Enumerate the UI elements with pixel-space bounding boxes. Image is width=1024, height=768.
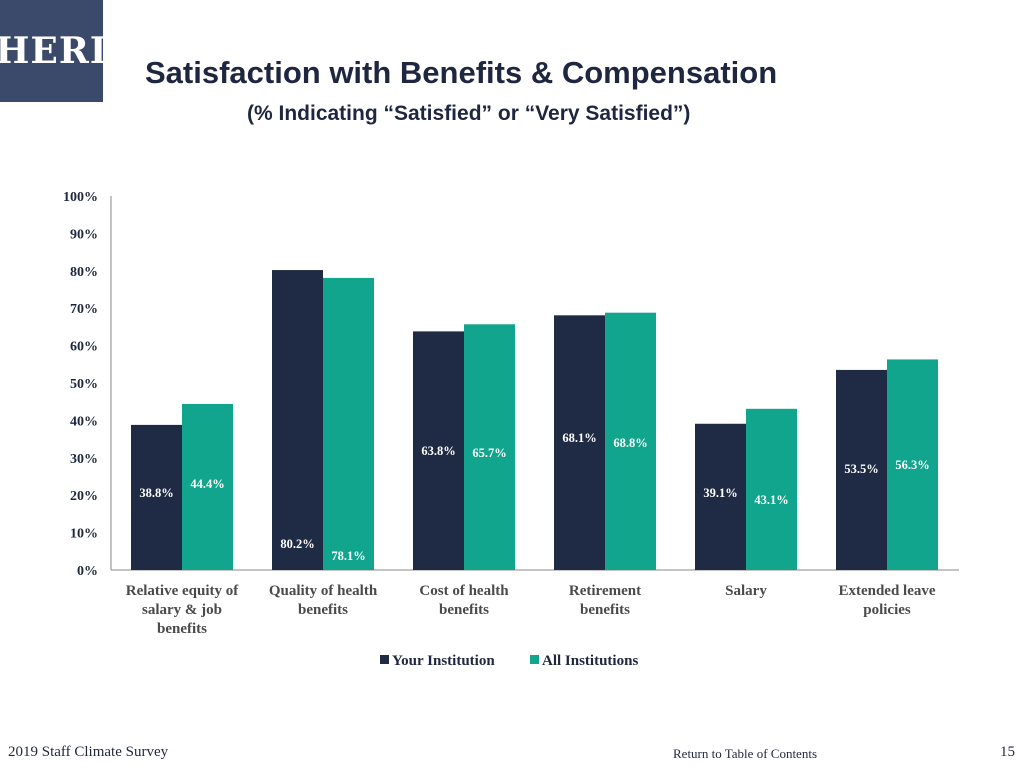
bar [605,312,656,570]
bar [464,324,515,570]
page-subtitle: (% Indicating “Satisfied” or “Very Satis… [247,102,691,125]
data-label: 56.3% [895,458,929,472]
y-tick-label: 0% [77,564,98,579]
y-tick-label: 10% [70,527,98,542]
y-tick-label: 20% [70,489,98,504]
x-tick-label: benefits [298,602,348,618]
legend-label: Your Institution [392,653,495,669]
y-tick-label: 40% [70,414,98,429]
survey-name: 2019 Staff Climate Survey [8,744,169,760]
data-label: 38.8% [139,486,173,500]
x-tick-label: benefits [580,602,630,618]
logo-text: HERI [0,30,108,72]
y-tick-label: 30% [70,452,98,467]
data-label: 63.8% [421,444,455,458]
bar [182,403,233,570]
page-number: 15 [1000,744,1015,760]
x-tick-label: Relative equity of [126,583,239,599]
legend-label: All Institutions [542,653,638,669]
x-tick-label: policies [863,602,911,618]
legend-swatch [380,655,389,664]
toc-link[interactable]: Return to Table of Contents [673,746,817,761]
y-tick-label: 50% [70,377,98,392]
heri-logo: HERI [0,0,107,102]
data-label: 44.4% [190,477,224,491]
bar [413,331,464,570]
x-tick-label: Cost of health [419,583,509,599]
bar [554,315,605,570]
bar [131,424,182,570]
y-tick-label: 70% [70,302,98,317]
x-tick-label: benefits [439,602,489,618]
bar [272,270,323,570]
x-tick-label: salary & job [142,602,222,618]
data-label: 53.5% [844,462,878,476]
x-tick-label: Salary [725,583,767,599]
x-tick-label: benefits [157,621,207,637]
data-label: 65.7% [472,446,506,460]
bar [695,423,746,570]
bar [836,369,887,570]
page-title-text: Satisfaction with Benefits & Compensatio… [145,55,778,90]
x-tick-label: Retirement [569,583,641,599]
x-tick-label: Extended leave [838,583,935,599]
bar-chart: 0% 10% 20% 30% 40% 50% 60% 70% 80% 90% 100% 38.8% 44… [63,190,959,669]
y-tick-label: 100% [63,190,98,205]
bar [746,408,797,570]
legend-swatch [530,655,539,664]
y-tick-label: 60% [70,340,98,355]
data-label: 43.1% [754,493,788,507]
y-tick-label: 90% [70,227,98,242]
data-label: 68.1% [562,431,596,445]
data-label: 78.1% [331,549,365,563]
y-tick-label: 80% [70,265,98,280]
bar [887,359,938,570]
x-tick-label: Quality of health [269,583,378,599]
bar [323,277,374,570]
data-label: 80.2% [280,537,314,551]
data-label: 39.1% [703,486,737,500]
data-label: 68.8% [613,436,647,450]
